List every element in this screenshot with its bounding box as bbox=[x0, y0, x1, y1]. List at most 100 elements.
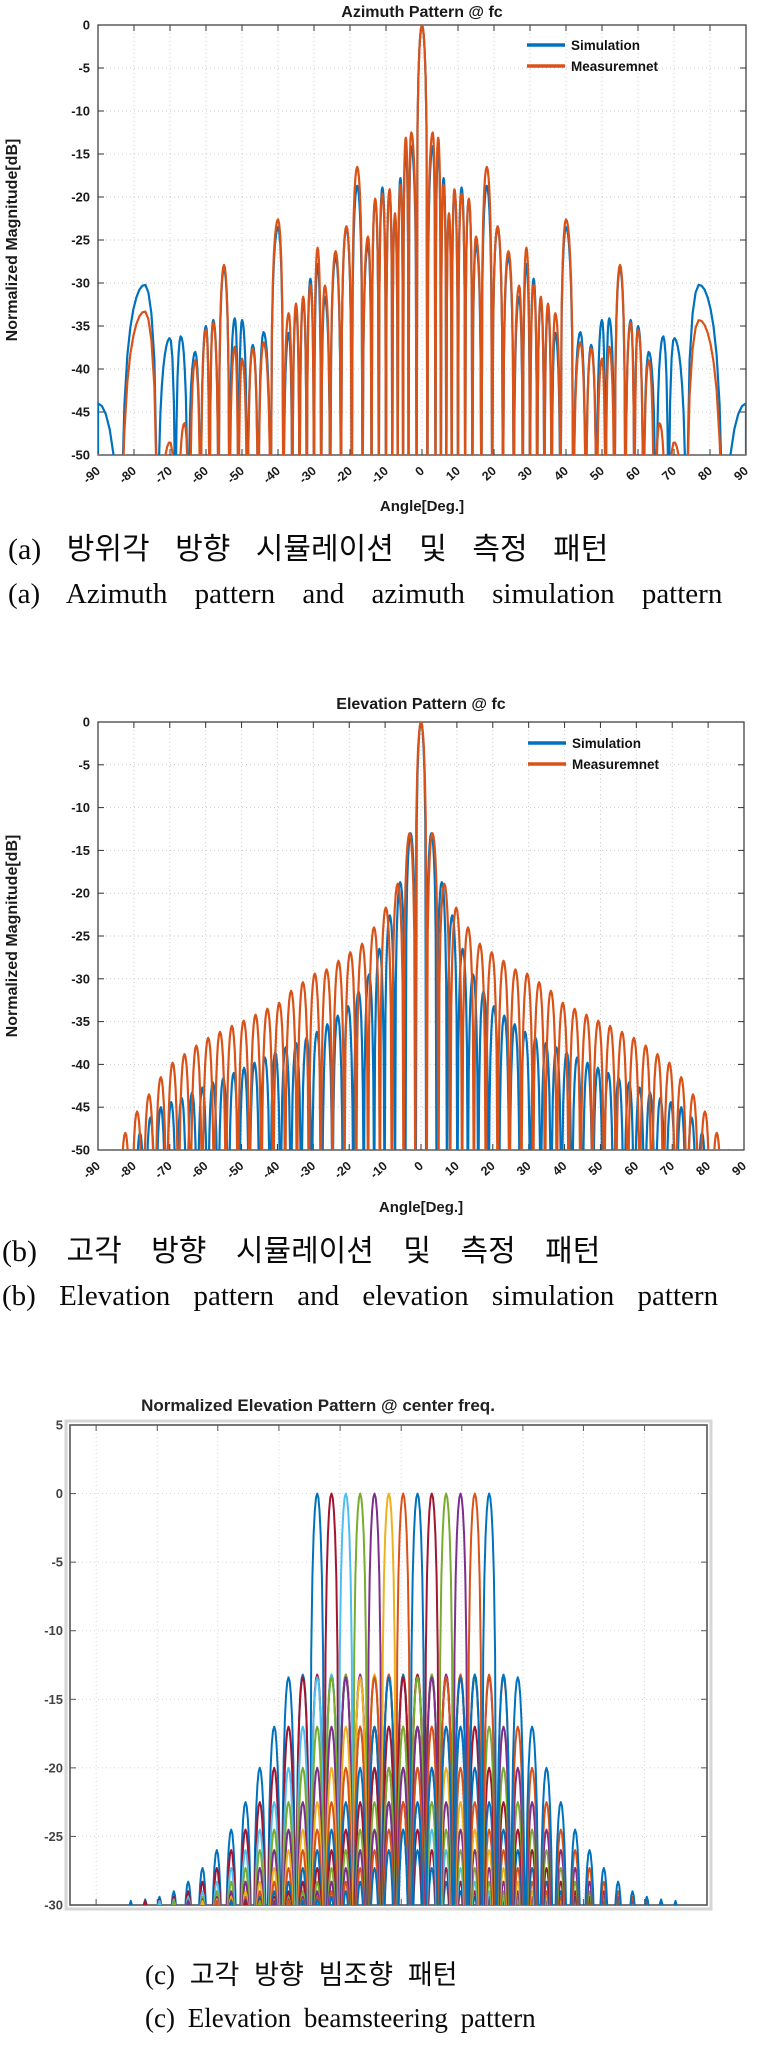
beam-11 bbox=[286, 1492, 664, 1905]
x-tick-label: 90 bbox=[731, 464, 751, 484]
beam-7 bbox=[228, 1492, 607, 1905]
x-tick-label: 80 bbox=[695, 464, 715, 484]
x-tick-label: -70 bbox=[152, 1159, 175, 1182]
y-tick-label: -5 bbox=[78, 757, 90, 772]
x-tick-label: -30 bbox=[296, 464, 319, 487]
y-tick-label: -30 bbox=[71, 276, 90, 291]
y-tick-label: -10 bbox=[71, 104, 90, 119]
x-tick-label: 60 bbox=[622, 1159, 642, 1179]
beam-4 bbox=[185, 1492, 564, 1905]
y-tick-label: 0 bbox=[83, 18, 90, 33]
elevation-pattern-chart: -90 -80 -70 -60 -50 -40 -30 -20 -10 0 10 20 30 40 50 60… bbox=[4, 696, 749, 1216]
x-tick-label: -80 bbox=[116, 464, 139, 487]
y-tick-label: -40 bbox=[71, 1057, 90, 1072]
caption-a-english: (a) Azimuth pattern and azimuth simulati… bbox=[8, 578, 723, 610]
x-axis-label: Angle[Deg.] bbox=[379, 1199, 463, 1216]
y-tick-label: -35 bbox=[71, 319, 90, 334]
x-tick-label: -80 bbox=[116, 1159, 139, 1182]
x-tick-label: 30 bbox=[514, 1159, 534, 1179]
x-tick-label: 10 bbox=[443, 464, 463, 484]
chart-title: Azimuth Pattern @ fc bbox=[341, 4, 502, 21]
y-tick-label: -35 bbox=[71, 1014, 90, 1029]
y-tick-label: -5 bbox=[51, 1555, 63, 1570]
x-tick-label: 40 bbox=[550, 1159, 570, 1179]
caption-c-korean: (c) 고각 방향 빔조향 패턴 bbox=[145, 1960, 458, 1990]
chart-title: Elevation Pattern @ fc bbox=[336, 696, 506, 713]
x-tick-label: -90 bbox=[80, 1159, 103, 1182]
x-tick-label: -50 bbox=[224, 1159, 247, 1182]
y-tick-label: -25 bbox=[71, 233, 90, 248]
x-tick-label: -30 bbox=[296, 1159, 319, 1182]
beam-1 bbox=[142, 1492, 521, 1905]
x-tick-label: 30 bbox=[515, 464, 535, 484]
x-tick-label: -10 bbox=[367, 1159, 390, 1182]
legend-label: Simulation bbox=[571, 38, 640, 53]
y-tick-label: -10 bbox=[71, 800, 90, 815]
y-tick-label: -10 bbox=[44, 1623, 63, 1638]
x-tick-label: 50 bbox=[586, 1159, 606, 1179]
beam-10 bbox=[271, 1492, 650, 1905]
beam-2 bbox=[157, 1492, 535, 1905]
beam-0 bbox=[128, 1492, 506, 1905]
legend-label: Measuremnet bbox=[571, 59, 659, 74]
x-tick-label: -20 bbox=[332, 464, 355, 487]
x-tick-label: 40 bbox=[551, 464, 571, 484]
series-measuremnet bbox=[112, 722, 730, 1150]
y-tick-label: 0 bbox=[83, 715, 90, 730]
y-tick-label: -20 bbox=[71, 190, 90, 205]
series-measuremnet bbox=[98, 25, 746, 455]
x-tick-label: -70 bbox=[152, 464, 175, 487]
x-tick-label: -50 bbox=[224, 464, 247, 487]
plot-border bbox=[69, 1424, 708, 1906]
y-tick-label: -25 bbox=[44, 1829, 63, 1844]
beam-8 bbox=[243, 1492, 621, 1905]
y-tick-label: -15 bbox=[71, 147, 90, 162]
y-tick-label: 0 bbox=[56, 1486, 63, 1501]
y-tick-label: -45 bbox=[71, 1100, 90, 1115]
chart-title: Normalized Elevation Pattern @ center fr… bbox=[141, 1396, 495, 1415]
y-tick-label: 5 bbox=[56, 1418, 63, 1433]
y-axis-label: Normalized Magnitude[dB] bbox=[4, 835, 21, 1038]
y-tick-label: -25 bbox=[71, 929, 90, 944]
x-tick-label: 60 bbox=[623, 464, 643, 484]
legend-label: Measuremnet bbox=[572, 757, 660, 772]
x-tick-label: 10 bbox=[442, 1159, 462, 1179]
y-tick-label: -15 bbox=[71, 843, 90, 858]
caption-a-korean: (a) 방위각 방향 시뮬레이션 및 측정 패턴 bbox=[8, 533, 609, 566]
beamsteering-pattern-chart: 5 0 -5 -10 -15 -20 -25 -30 Normalized Elevation… bbox=[44, 1396, 713, 1913]
beam-5 bbox=[200, 1492, 578, 1905]
legend-label: Simulation bbox=[572, 736, 641, 751]
y-tick-label: -20 bbox=[44, 1760, 63, 1775]
series-simulation bbox=[136, 722, 706, 1150]
screenshot-halo bbox=[64, 1419, 713, 1911]
x-tick-label: 20 bbox=[479, 464, 499, 484]
y-axis-label: Normalized Magnitude[dB] bbox=[4, 139, 21, 342]
x-tick-label: -60 bbox=[188, 464, 211, 487]
beam-9 bbox=[257, 1492, 635, 1905]
y-tick-label: -50 bbox=[71, 1143, 90, 1158]
x-tick-label: 80 bbox=[693, 1159, 713, 1179]
x-tick-label: 70 bbox=[658, 1159, 678, 1179]
x-tick-label: 0 bbox=[412, 464, 427, 479]
x-tick-label: 90 bbox=[729, 1159, 749, 1179]
caption-b-korean: (b) 고각 방향 시뮬레이션 및 측정 패턴 bbox=[2, 1235, 601, 1268]
y-tick-label: -30 bbox=[71, 971, 90, 986]
x-tick-label: 50 bbox=[587, 464, 607, 484]
y-tick-label: -30 bbox=[44, 1898, 63, 1913]
y-tick-label: -20 bbox=[71, 886, 90, 901]
y-tick-label: -15 bbox=[44, 1692, 63, 1707]
x-tick-label: 0 bbox=[411, 1159, 426, 1174]
caption-b-english: (b) Elevation pattern and elevation simu… bbox=[2, 1280, 719, 1312]
y-tick-label: -45 bbox=[71, 405, 90, 420]
beam-12 bbox=[300, 1492, 678, 1905]
x-tick-label: -40 bbox=[260, 464, 283, 487]
y-tick-label: -40 bbox=[71, 362, 90, 377]
y-tick-label: -5 bbox=[78, 61, 90, 76]
y-tick-label: -50 bbox=[71, 448, 90, 463]
x-tick-label: -20 bbox=[331, 1159, 354, 1182]
x-tick-label: 20 bbox=[478, 1159, 498, 1179]
x-tick-label: -40 bbox=[260, 1159, 283, 1182]
beam-6 bbox=[214, 1492, 592, 1905]
x-tick-label: -10 bbox=[368, 464, 391, 487]
